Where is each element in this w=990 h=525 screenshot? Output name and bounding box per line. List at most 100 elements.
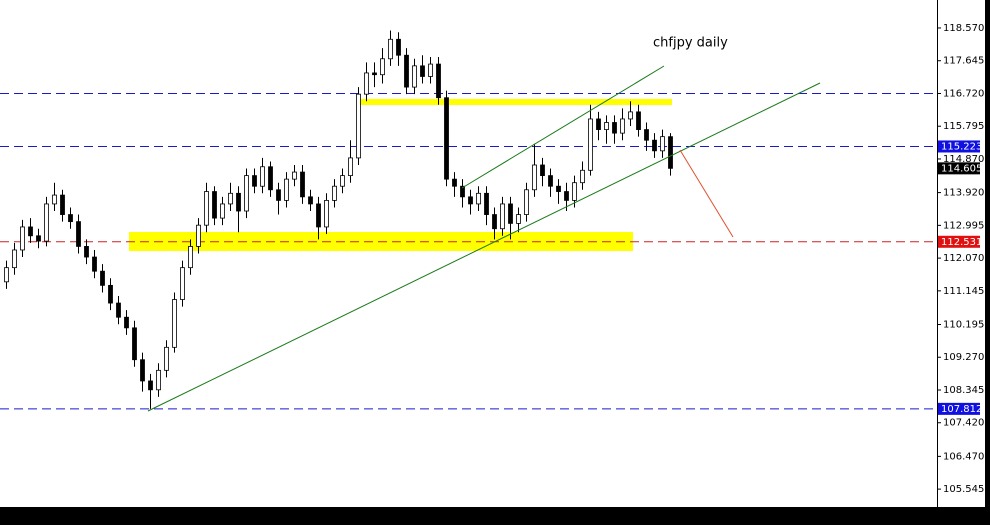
candle-body xyxy=(540,164,545,177)
candle-body xyxy=(36,235,41,242)
y-tick-label: 110.195 xyxy=(943,319,984,330)
candle-body xyxy=(180,267,185,300)
candle-body xyxy=(636,111,641,130)
candle-body xyxy=(116,302,121,318)
y-tick-label: 111.145 xyxy=(943,286,984,297)
candle-body xyxy=(588,118,593,171)
y-tick-label: 112.070 xyxy=(943,253,984,264)
trend-lines xyxy=(147,65,821,412)
candle-body xyxy=(452,178,457,187)
candle-body xyxy=(300,171,305,198)
price-tag xyxy=(938,402,980,415)
price-tag-label: 114.605 xyxy=(941,163,982,174)
resistance-zone xyxy=(358,99,672,105)
candle-body xyxy=(188,246,193,269)
candle-body xyxy=(604,122,609,130)
candle-body xyxy=(220,203,225,219)
candle-body xyxy=(284,178,289,201)
candle-body xyxy=(212,191,217,219)
price-tag-label: 112.531 xyxy=(941,237,982,248)
candle-body xyxy=(388,38,393,60)
candle-body xyxy=(444,97,449,180)
candle-body xyxy=(60,194,65,215)
y-tick-label: 112.995 xyxy=(943,220,984,231)
candle-body xyxy=(508,203,513,224)
candles xyxy=(4,30,673,409)
candle-body xyxy=(612,122,617,134)
y-tick-label: 106.470 xyxy=(943,451,984,462)
candle-body xyxy=(556,185,561,192)
candle-body xyxy=(276,189,281,201)
candle-body xyxy=(68,214,73,223)
chart-title: chfjpy daily xyxy=(653,36,728,51)
candle-body xyxy=(644,129,649,141)
candle-body xyxy=(548,175,553,187)
price-tag xyxy=(938,235,980,248)
background xyxy=(0,0,985,507)
y-tick-label: 108.345 xyxy=(943,385,984,396)
candle-body xyxy=(348,157,353,177)
candle-body xyxy=(652,139,657,152)
projection-line xyxy=(679,149,734,238)
candle-body xyxy=(420,65,425,77)
candle-body xyxy=(580,169,585,184)
candle-body xyxy=(124,316,129,329)
candle-body xyxy=(316,203,321,228)
candle-body xyxy=(356,93,361,159)
candle-body xyxy=(596,118,601,130)
y-tick-label: 109.270 xyxy=(943,352,984,363)
candle-body xyxy=(244,175,249,212)
y-tick-label: 115.795 xyxy=(943,121,984,132)
candle-body xyxy=(380,58,385,76)
candle-body xyxy=(228,192,233,205)
candle-body xyxy=(332,185,337,201)
candle-body xyxy=(204,191,209,226)
levels xyxy=(0,92,937,410)
candle-body xyxy=(4,267,9,283)
candle-body xyxy=(44,203,49,242)
candle-body xyxy=(100,270,105,286)
candle-body xyxy=(412,65,417,88)
channel-line xyxy=(461,65,665,189)
candle-body xyxy=(260,166,265,187)
candle-body xyxy=(436,63,441,99)
candle-body xyxy=(460,185,465,198)
candle-body xyxy=(532,164,537,191)
candle-body xyxy=(572,182,577,201)
candle-body xyxy=(340,175,345,187)
candle-body xyxy=(268,166,273,191)
candle-body xyxy=(148,380,153,391)
price-tag-label: 107.812 xyxy=(941,404,982,415)
price-tag xyxy=(938,162,980,175)
y-axis: 118.570 117.645 116.720 115.795 114.870 113.9… xyxy=(937,23,984,495)
candle-body xyxy=(108,284,113,304)
candle-body xyxy=(252,175,257,187)
candle-body xyxy=(492,214,497,230)
candle-body xyxy=(660,136,665,152)
candle-body xyxy=(196,224,201,247)
y-tick-label: 117.645 xyxy=(943,56,984,67)
candle-body xyxy=(172,299,177,348)
candle-body xyxy=(12,249,17,269)
candle-body xyxy=(396,38,401,56)
y-tick-label: 107.420 xyxy=(943,418,984,429)
y-tick-label: 116.720 xyxy=(943,88,984,99)
candle-body xyxy=(28,226,33,237)
candle-body xyxy=(140,359,145,382)
candle-body xyxy=(308,196,313,205)
candle-body xyxy=(516,214,521,224)
y-tick-label: 118.570 xyxy=(943,23,984,34)
y-tick-label: 105.545 xyxy=(943,484,984,495)
candle-body xyxy=(164,346,169,371)
candle-body xyxy=(76,221,81,247)
candle-body xyxy=(484,192,489,215)
candle-body xyxy=(92,256,97,272)
price-tag xyxy=(938,140,980,153)
candle-body xyxy=(564,191,569,201)
candle-body xyxy=(236,192,241,212)
candle-body xyxy=(500,203,505,230)
candle-body xyxy=(156,369,161,391)
candle-body xyxy=(52,194,57,205)
trend-line xyxy=(147,82,821,412)
